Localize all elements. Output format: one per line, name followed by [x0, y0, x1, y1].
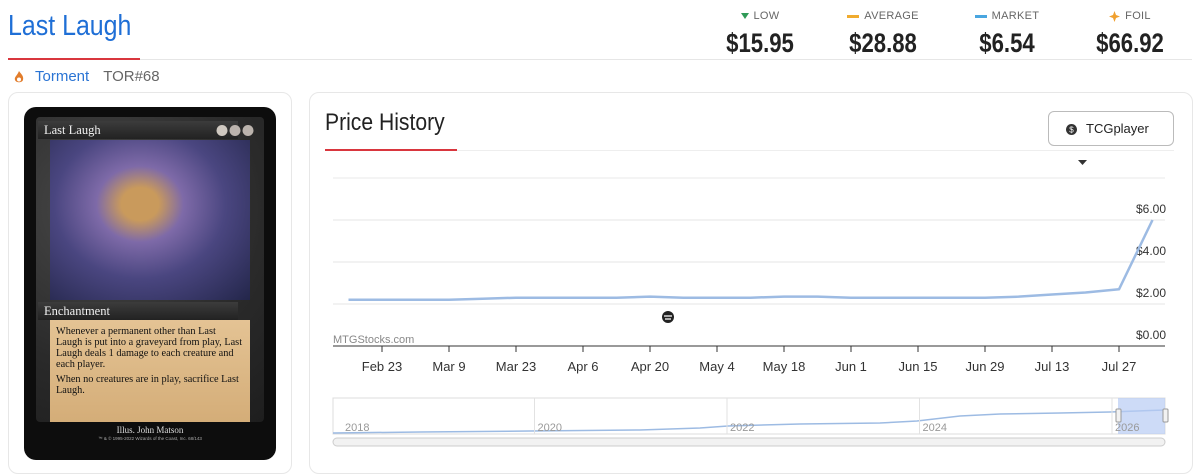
card-textbox: Whenever a permanent other than Last Lau… [50, 320, 250, 422]
stat-label: AVERAGE [864, 10, 919, 22]
price-stat: MARKET $6.54 [947, 10, 1067, 59]
page: Last Laugh Torment TOR#68 LOW $15.95 AVER… [8, 10, 1193, 474]
x-tick-label: May 18 [763, 359, 806, 374]
x-tick-label: Jul 27 [1102, 359, 1137, 374]
market-icon [974, 14, 987, 18]
price-stat: FOIL $66.92 [1070, 10, 1190, 59]
set-link[interactable]: Torment [35, 68, 90, 85]
foil-icon [1109, 10, 1121, 22]
navigator-selection[interactable] [1118, 398, 1165, 434]
x-tick-label: Jun 29 [965, 359, 1004, 374]
header-rule [140, 59, 1192, 60]
y-tick-label: $0.00 [1136, 328, 1166, 342]
price-panel [309, 92, 1193, 474]
card-artist: Illus. John Matson [116, 425, 184, 435]
card-name: Last Laugh [38, 121, 238, 139]
dropdown-caret [1078, 160, 1087, 166]
x-tick-label: May 4 [699, 359, 734, 374]
price-chart: MTGStocks.com 2018 2020 2022 2024 2026 $0.00 $… [332, 177, 1169, 447]
stat-value: $66.92 [1096, 28, 1164, 58]
title-underline [8, 58, 140, 60]
x-tick-label: Mar 23 [496, 359, 536, 374]
source-dropdown[interactable]: $ TCGplayer [1048, 111, 1174, 166]
price-stat: AVERAGE $28.88 [823, 10, 943, 59]
rules-text: Whenever a permanent other than Last Lau… [56, 326, 243, 370]
card-type: Enchantment [38, 302, 238, 320]
x-tick-label: Jun 15 [898, 359, 937, 374]
watermark: MTGStocks.com [333, 334, 414, 346]
price-line [348, 219, 1154, 302]
logo [662, 311, 674, 323]
price-stat: LOW $15.95 [700, 10, 820, 59]
card-image: Last Laugh Enchantment Whenever a perman… [24, 107, 276, 460]
stat-label: MARKET [991, 10, 1040, 22]
mana-cost [216, 125, 254, 136]
y-tick-label: $4.00 [1136, 244, 1166, 258]
set-code: TOR#68 [103, 68, 160, 85]
set-info: Torment TOR#68 [12, 68, 160, 85]
stat-value: $28.88 [849, 28, 917, 58]
rules-text: When no creatures are in play, sacrifice… [56, 374, 239, 396]
svg-text:$: $ [1069, 126, 1074, 135]
x-tick-label: Jun 1 [835, 359, 867, 374]
navigator-label: 2022 [730, 422, 754, 434]
y-tick-label: $6.00 [1136, 202, 1166, 216]
source-icon: $ [1066, 124, 1077, 136]
navigator-line [332, 409, 1166, 434]
card-art [50, 140, 250, 300]
stat-label: LOW [753, 10, 780, 22]
scrollbar[interactable] [332, 437, 1166, 447]
x-tick-label: Apr 6 [567, 359, 598, 374]
panel-title: Price History [325, 109, 445, 136]
y-tick-label: $2.00 [1136, 286, 1166, 300]
navigator-handle[interactable] [1162, 408, 1169, 423]
card-copyright: ™ & © 1995-2022 Wizards of the Coast, In… [98, 436, 202, 441]
source-label: TCGplayer [1086, 121, 1149, 136]
card-title: Last Laugh [8, 10, 132, 42]
navigator-label: 2020 [538, 422, 562, 434]
stat-value: $15.95 [726, 28, 794, 58]
panel-rule [457, 150, 1174, 151]
average-icon [847, 14, 860, 18]
x-tick-label: Jul 13 [1035, 359, 1070, 374]
stat-label: FOIL [1125, 10, 1151, 22]
x-tick-label: Apr 20 [631, 359, 669, 374]
set-icon [14, 71, 24, 83]
navigator-label: 2026 [1115, 422, 1139, 434]
navigator-label: 2018 [345, 422, 369, 434]
panel-underline [325, 149, 457, 151]
navigator-label: 2024 [923, 422, 947, 434]
x-tick-label: Mar 9 [432, 359, 465, 374]
stat-value: $6.54 [979, 28, 1035, 58]
low-icon [740, 13, 749, 20]
navigator-handle[interactable] [1115, 408, 1122, 423]
x-tick-label: Feb 23 [362, 359, 402, 374]
